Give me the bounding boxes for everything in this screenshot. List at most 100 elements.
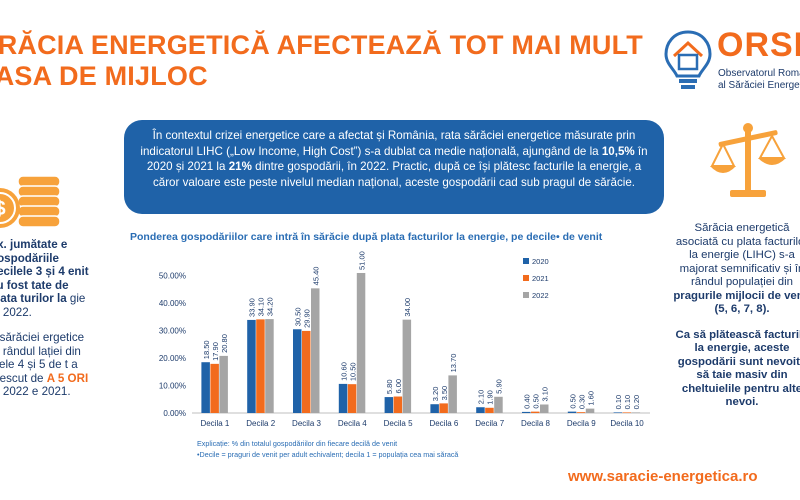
data-label: 0.40 — [523, 394, 532, 409]
legend-label: 2022 — [532, 291, 549, 300]
left-panel: ox. jumătate e gospodăriile decilele 3 ș… — [0, 238, 90, 399]
left-paragraph-1: ox. jumătate e gospodăriile decilele 3 ș… — [0, 238, 90, 319]
x-tick-label: Decila 8 — [521, 419, 550, 428]
x-tick-label: Decila 10 — [610, 419, 644, 428]
data-label: 29.90 — [303, 309, 312, 328]
orse-logo: ORSE Observatorul Român al Sărăciei Ener… — [662, 26, 800, 96]
bar-2021 — [623, 412, 632, 413]
bar-2022 — [494, 397, 503, 413]
data-label: 20.80 — [220, 334, 229, 353]
data-label: 6.00 — [394, 379, 403, 394]
data-label: 30.50 — [294, 307, 303, 326]
right-paragraph-2: Ca să plătească facturile la energie, ac… — [672, 329, 800, 410]
right-text-1: Sărăcia energetică asociată cu plata fac… — [676, 222, 800, 288]
data-label: 51.00 — [357, 251, 366, 270]
lightbulb-house-icon — [662, 28, 714, 94]
x-tick-label: Decila 4 — [338, 419, 367, 428]
bar-2021 — [302, 331, 311, 413]
data-label: 3.10 — [541, 387, 550, 402]
data-label: 34.20 — [266, 297, 275, 316]
logo-subtitle: Observatorul Român al Sărăciei Energetic… — [718, 68, 800, 92]
intro-value-2020: 10,5% — [602, 145, 635, 158]
bar-2021 — [394, 397, 403, 413]
x-tick-label: Decila 7 — [475, 419, 504, 428]
data-label: 34.10 — [257, 298, 266, 317]
bar-2022 — [357, 273, 366, 413]
bar-2022 — [265, 319, 274, 413]
website-link[interactable]: www.saracie-energetica.ro — [568, 468, 758, 485]
y-tick-label: 20.00% — [159, 354, 186, 363]
data-label: 33.90 — [248, 298, 257, 317]
data-label: 1.90 — [486, 390, 495, 405]
x-tick-label: Decila 9 — [567, 419, 596, 428]
left-highlight: A 5 ORI — [47, 372, 88, 385]
y-tick-label: 30.00% — [159, 327, 186, 336]
data-label: 0.10 — [614, 395, 623, 410]
note-explanation: Explicație: % din totalul gospodăriilor … — [197, 438, 458, 449]
left-paragraph-2: a sărăciei ergetice în rândul lației din… — [0, 331, 90, 399]
data-label: 0.30 — [577, 395, 586, 410]
note-deciles: •Decile = praguri de venit per adult ech… — [197, 449, 458, 460]
bar-2022 — [311, 288, 320, 413]
y-tick-label: 10.00% — [159, 382, 186, 391]
logo-brand: ORSE — [717, 26, 800, 65]
bar-2020 — [430, 404, 439, 413]
bar-2020 — [522, 412, 531, 413]
legend-swatch-2020 — [523, 258, 529, 264]
data-label: 13.70 — [449, 354, 458, 373]
data-label: 0.20 — [632, 395, 641, 410]
bar-chart: 0.00%10.00%20.00%30.00%40.00%50.00%18.50… — [140, 250, 660, 440]
bar-2020 — [385, 397, 394, 413]
legend-label: 2021 — [532, 274, 549, 283]
bar-2022 — [403, 320, 412, 413]
bar-2021 — [348, 384, 357, 413]
bar-2021 — [531, 412, 540, 413]
data-label: 10.60 — [339, 362, 348, 381]
data-label: 1.60 — [586, 391, 595, 406]
bar-2021 — [439, 403, 448, 413]
x-tick-label: Decila 6 — [429, 419, 458, 428]
bar-2020 — [201, 362, 210, 413]
data-label: 0.10 — [623, 395, 632, 410]
x-tick-label: Decila 1 — [200, 419, 229, 428]
data-label: 0.50 — [568, 394, 577, 409]
bar-2020 — [293, 329, 302, 413]
intro-box: În contextul crizei energetice care a af… — [124, 120, 664, 214]
intro-text-1: În contextul crizei energetice care a af… — [140, 129, 635, 158]
data-label: 10.50 — [348, 362, 357, 381]
data-label: 3.20 — [431, 387, 440, 402]
page-title: ĂRĂCIA ENERGETICĂ AFECTEAZĂ TOT MAI MULT… — [0, 30, 643, 92]
right-text-bold: pragurile mijlocii de venit (5, 6, 7, 8)… — [673, 290, 800, 316]
right-paragraph-1: Sărăcia energetică asociată cu plata fac… — [672, 222, 800, 317]
svg-text:$: $ — [0, 198, 6, 220]
bar-2020 — [614, 412, 623, 413]
chart-title: Ponderea gospodăriilor care intră în săr… — [130, 231, 602, 243]
legend-label: 2020 — [532, 257, 549, 266]
coins-icon: $ — [0, 166, 70, 236]
bar-2020 — [476, 407, 485, 413]
bar-2021 — [485, 408, 494, 413]
bar-2020 — [568, 412, 577, 413]
bar-2021 — [577, 412, 586, 413]
bar-2021 — [210, 364, 219, 413]
chart-notes: Explicație: % din totalul gospodăriilor … — [197, 438, 458, 460]
bar-2022 — [448, 375, 457, 413]
y-tick-label: 0.00% — [163, 409, 186, 418]
y-tick-label: 50.00% — [159, 272, 186, 281]
legend-swatch-2021 — [523, 275, 529, 281]
bar-2022 — [632, 412, 641, 413]
bar-2020 — [339, 384, 348, 413]
left-text-4: în 2022 e 2021. — [0, 385, 71, 398]
data-label: 5.80 — [385, 379, 394, 394]
data-label: 34.00 — [403, 298, 412, 317]
x-tick-label: Decila 5 — [384, 419, 413, 428]
data-label: 18.50 — [202, 340, 211, 359]
bar-2022 — [586, 409, 595, 413]
data-label: 17.90 — [211, 342, 220, 361]
bar-2022 — [219, 356, 228, 413]
right-panel: Sărăcia energetică asociată cu plata fac… — [672, 222, 800, 410]
data-label: 2.10 — [477, 390, 486, 405]
data-label: 5.90 — [495, 379, 504, 394]
x-tick-label: Decila 3 — [292, 419, 321, 428]
intro-value-2022: 21% — [229, 160, 252, 173]
